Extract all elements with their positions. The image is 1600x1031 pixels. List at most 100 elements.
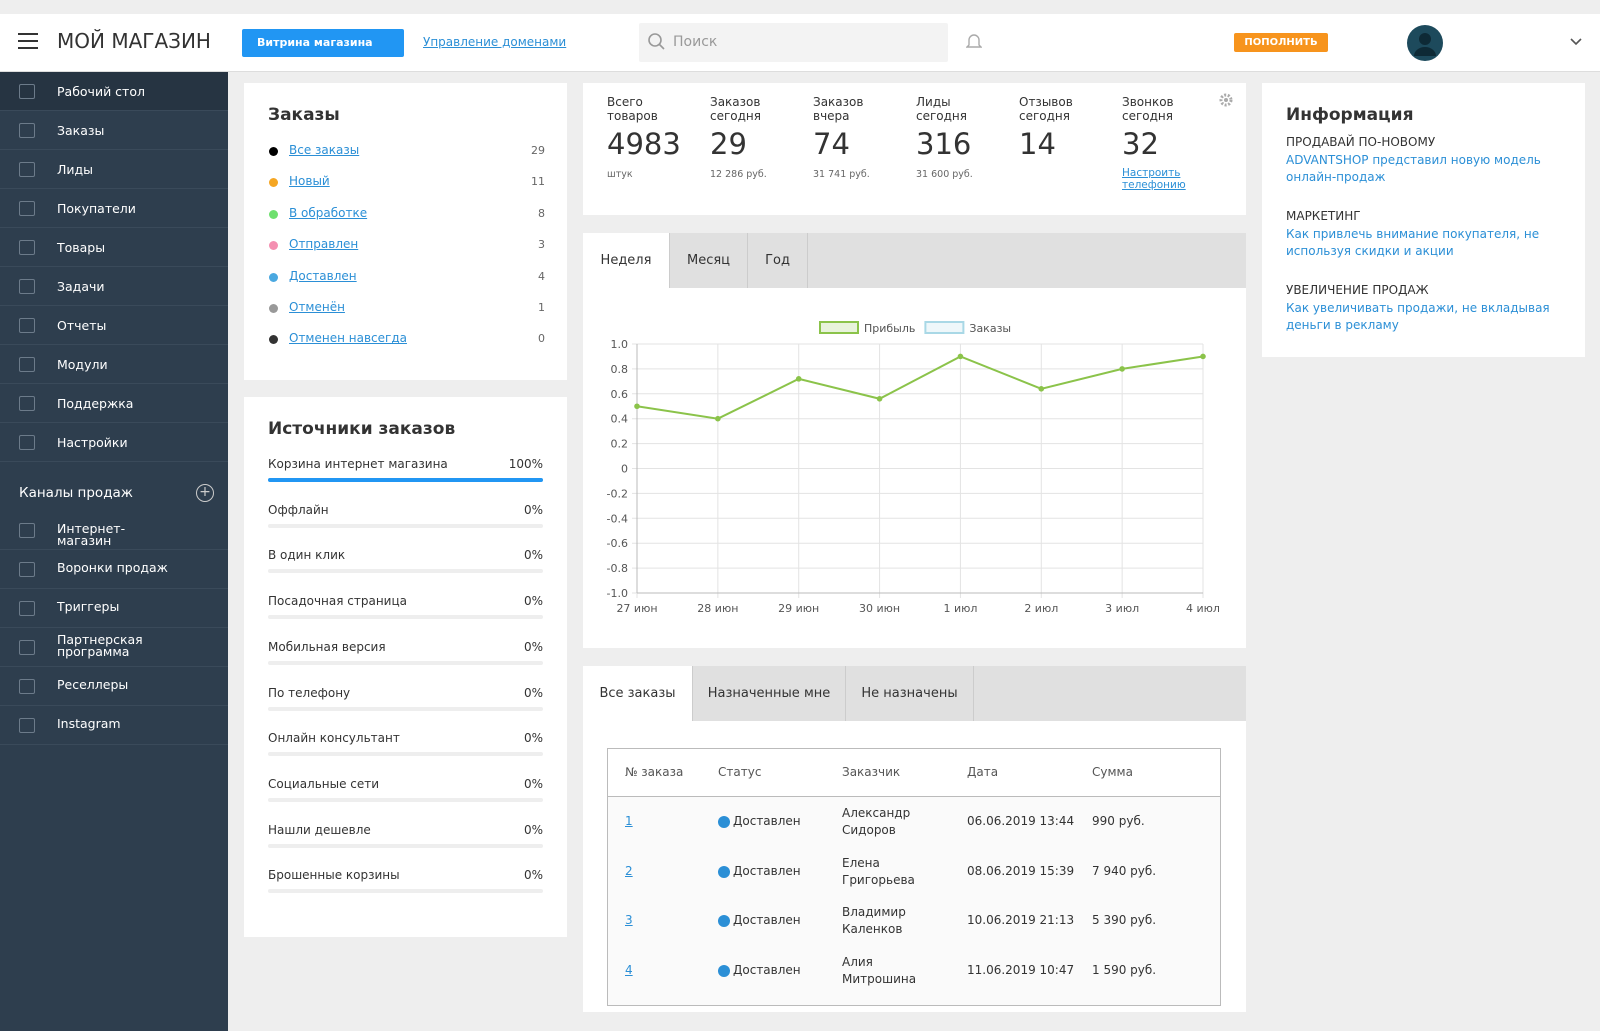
stat-sub: 12 286 руб. <box>710 169 767 180</box>
sidebar-item[interactable] <box>0 511 228 550</box>
column-header: № заказа <box>625 765 684 779</box>
sidebar-label: Триггеры <box>57 599 120 614</box>
chevron[interactable] <box>1570 38 1582 46</box>
status-text: Доставлен <box>733 913 801 927</box>
domains-link[interactable]: Управление доменами <box>423 35 567 49</box>
sidebar-icon <box>19 718 35 733</box>
y-tick-label: 0.4 <box>611 413 629 426</box>
customer: Алия Митрошина <box>842 954 917 986</box>
storefront-button[interactable]: Витрина магазина <box>242 29 404 57</box>
sidebar-item[interactable] <box>0 150 228 189</box>
sidebar-icon <box>19 679 35 694</box>
settings-icon[interactable] <box>1219 93 1233 107</box>
info-heading: ПРОДАВАЙ ПО-НОВОМУ <box>1286 135 1436 149</box>
sidebar-item[interactable] <box>0 111 228 150</box>
sidebar-label: Настройки <box>57 435 128 450</box>
status-link[interactable]: Отправлен <box>289 237 359 252</box>
info-link[interactable]: Как увеличивать продажи, не вкладывая де… <box>1286 301 1550 332</box>
progress-track <box>268 797 543 802</box>
info-link[interactable]: ADVANTSHOP представил новую модель онлай… <box>1286 153 1541 184</box>
info-link[interactable]: Как привлечь внимание покупателя, не исп… <box>1286 227 1540 258</box>
y-tick-label: 0 <box>621 463 628 476</box>
status-link[interactable]: Отменён <box>289 300 345 314</box>
sidebar-item[interactable] <box>0 189 228 228</box>
status-text: Доставлен <box>733 814 801 828</box>
stat-label: Отзывов сегодня <box>1019 95 1073 123</box>
sidebar-icon <box>19 396 35 411</box>
status-dot <box>269 335 278 345</box>
status-dot <box>718 865 730 878</box>
avatar[interactable] <box>1406 24 1444 62</box>
point <box>634 403 640 410</box>
status-link[interactable]: В обработке <box>289 205 368 220</box>
sidebar-item[interactable] <box>0 628 228 667</box>
progress-track <box>268 706 543 711</box>
point <box>715 415 721 422</box>
search-field[interactable]: Поиск <box>639 23 948 62</box>
sidebar-item[interactable] <box>0 589 228 628</box>
customer: Елена Григорьева <box>842 855 915 887</box>
sidebar-label: Реселлеры <box>57 677 129 692</box>
stat-value: 32 <box>1122 127 1159 161</box>
progress-track <box>268 615 543 620</box>
status-dot <box>718 816 730 828</box>
stat-value: 29 <box>710 127 747 161</box>
sidebar-item[interactable] <box>0 706 228 745</box>
sidebar-item[interactable] <box>0 423 228 462</box>
sidebar-item[interactable] <box>0 550 228 589</box>
sidebar-item[interactable] <box>0 228 228 267</box>
panel-title: Источники заказов <box>268 419 456 439</box>
tab[interactable]: Все заказы <box>583 666 693 721</box>
source-name: Оффлайн <box>268 502 329 517</box>
source-name: Корзина интернет магазина <box>268 457 448 471</box>
y-tick-label: -1.0 <box>607 587 628 600</box>
legend-label: Прибыль <box>864 322 915 335</box>
status-count: 8 <box>538 206 545 220</box>
x-tick-label: 2 июл <box>1024 602 1058 615</box>
status-link[interactable]: Отменен навсегда <box>289 331 407 346</box>
status-text: Доставлен <box>733 962 801 977</box>
sidebar-item[interactable] <box>0 72 228 111</box>
column-header: Сумма <box>1092 765 1133 779</box>
sidebar-icon <box>19 523 35 538</box>
progress-track <box>268 523 543 528</box>
progress-bar <box>268 478 543 482</box>
sidebar-item[interactable] <box>0 384 228 423</box>
sidebar-item[interactable] <box>0 306 228 345</box>
info-heading: УВЕЛИЧЕНИЕ ПРОДАЖ <box>1286 283 1429 297</box>
sidebar-item[interactable] <box>0 667 228 706</box>
sidebar-item[interactable] <box>0 267 228 306</box>
status-link[interactable]: Все заказы <box>289 143 360 157</box>
menu-icon[interactable] <box>18 33 38 49</box>
status-link[interactable]: Новый <box>289 174 330 189</box>
order-link[interactable]: 2 <box>625 863 633 878</box>
tab[interactable]: Месяц <box>670 233 748 288</box>
tab[interactable]: Не назначены <box>846 666 974 721</box>
series-line <box>636 355 1204 420</box>
tab[interactable]: Год <box>748 233 808 288</box>
status-count: 1 <box>538 301 545 314</box>
order-link[interactable]: 4 <box>625 962 633 977</box>
tab-bar <box>583 233 1246 288</box>
order-link[interactable]: 1 <box>625 814 633 828</box>
bell-icon[interactable] <box>966 32 982 50</box>
x-tick-label: 1 июл <box>943 602 977 615</box>
status-link[interactable]: Доставлен <box>289 268 357 283</box>
x-tick-label: 27 июн <box>616 602 657 615</box>
source-percent: 0% <box>523 822 543 837</box>
column-header: Заказчик <box>842 765 901 779</box>
source-name: В один клик <box>268 548 346 563</box>
sidebar-item[interactable] <box>0 345 228 384</box>
order-link[interactable]: 3 <box>625 913 633 927</box>
y-tick-label: -0.8 <box>607 562 628 575</box>
sidebar-label: Товары <box>57 240 106 255</box>
tab[interactable]: Неделя <box>583 233 670 288</box>
x-tick-label: 3 июл <box>1105 602 1139 615</box>
orders-panel: Заказы Все заказы 29 Новый 11 В обработке 8 Отп… <box>244 83 567 380</box>
topup-button[interactable]: ПОПОЛНИТЬ <box>1234 33 1328 52</box>
add-channel[interactable]: + <box>196 484 214 502</box>
tab[interactable]: Назначенные мне <box>693 666 846 721</box>
telephony-link[interactable]: Настроить телефонию <box>1122 167 1186 191</box>
info-heading: МАРКЕТИНГ <box>1286 209 1361 223</box>
source-percent: 0% <box>523 548 543 563</box>
